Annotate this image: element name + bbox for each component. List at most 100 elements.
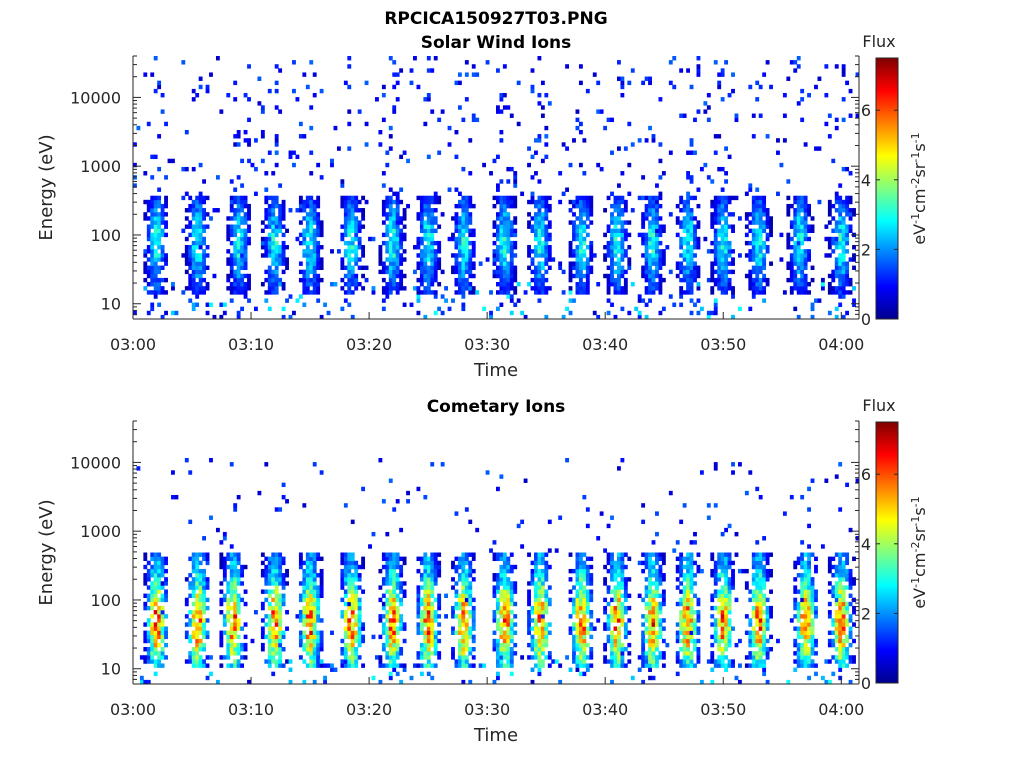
heatmap-cell: [454, 216, 459, 221]
heatmap-cell: [803, 216, 808, 221]
heatmap-cell: [191, 166, 196, 172]
heatmap-cell: [423, 651, 428, 656]
heatmap-cell: [150, 622, 155, 627]
heatmap-cell: [513, 195, 518, 201]
heatmap-cell: [620, 80, 625, 86]
heatmap-cell: [288, 314, 293, 320]
heatmap-cell: [758, 216, 763, 221]
heatmap-cell: [582, 568, 587, 574]
heatmap-cell: [499, 129, 504, 135]
heatmap-cell: [160, 647, 165, 652]
heatmap-cell: [693, 240, 697, 246]
heatmap-cell: [464, 199, 469, 205]
heatmap-cell: [153, 573, 158, 578]
heatmap-cell: [146, 282, 151, 287]
heatmap-cell: [686, 273, 690, 279]
heatmap-cell: [247, 273, 251, 279]
heatmap-cell: [312, 556, 317, 562]
heatmap-cell: [852, 253, 856, 258]
heatmap-cell: [845, 80, 850, 86]
heatmap-cell: [582, 195, 587, 201]
heatmap-cell: [610, 228, 614, 233]
heatmap-cell: [426, 610, 431, 615]
heatmap-cell: [686, 269, 690, 275]
heatmap-cell: [468, 560, 473, 566]
heatmap-cell: [160, 597, 165, 603]
heatmap-cell: [302, 573, 307, 578]
heatmap-cell: [655, 286, 659, 291]
heatmap-cell: [689, 298, 694, 303]
heatmap-cell: [430, 675, 435, 681]
heatmap-cell: [468, 614, 473, 619]
heatmap-cell: [305, 240, 310, 246]
heatmap-cell: [648, 224, 652, 229]
heatmap-cell: [267, 273, 272, 279]
heatmap-cell: [195, 199, 200, 205]
heatmap-cell: [706, 310, 711, 316]
heatmap-cell: [433, 634, 438, 640]
heatmap-cell: [350, 240, 355, 246]
heatmap-cell: [845, 269, 850, 275]
heatmap-cell: [578, 80, 583, 86]
heatmap-cell: [202, 277, 206, 283]
heatmap-cell: [468, 220, 473, 225]
heatmap-cell: [582, 212, 587, 217]
colorbar-tick-label: 6: [861, 101, 871, 120]
heatmap-cell: [617, 556, 621, 562]
heatmap-cell: [610, 618, 614, 623]
heatmap-cell: [319, 630, 324, 635]
heatmap-cell: [271, 642, 276, 648]
heatmap-cell: [426, 630, 431, 635]
heatmap-cell: [312, 642, 317, 648]
heatmap-cell: [350, 203, 355, 209]
heatmap-cell: [572, 622, 576, 627]
heatmap-cell: [309, 171, 314, 176]
heatmap-cell: [544, 634, 549, 640]
heatmap-cell: [582, 249, 587, 254]
heatmap-cell: [502, 560, 507, 566]
heatmap-cell: [776, 191, 780, 197]
heatmap-cell: [388, 560, 393, 566]
heatmap-cell: [399, 663, 404, 668]
heatmap-cell: [240, 597, 245, 603]
heatmap-cell: [281, 597, 286, 603]
heatmap-cell: [838, 253, 843, 258]
heatmap-cell: [191, 610, 196, 615]
heatmap-cell: [229, 568, 234, 574]
heatmap-cell: [464, 659, 469, 664]
heatmap-cell: [260, 253, 265, 258]
heatmap-cell: [461, 302, 466, 307]
heatmap-cell: [164, 642, 168, 648]
heatmap-cell: [236, 552, 241, 557]
heatmap-cell: [762, 212, 767, 217]
heatmap-cell: [617, 261, 621, 266]
heatmap-cell: [264, 597, 269, 603]
heatmap-cell: [247, 298, 251, 303]
heatmap-cell: [537, 614, 542, 619]
heatmap-cell: [233, 601, 238, 607]
heatmap-cell: [316, 630, 321, 635]
heatmap-cell: [520, 655, 525, 660]
heatmap-cell: [233, 597, 238, 603]
heatmap-cell: [236, 253, 241, 258]
heatmap-cell: [309, 282, 314, 287]
heatmap-cell: [540, 105, 545, 110]
heatmap-cell: [717, 265, 722, 270]
heatmap-cell: [585, 507, 590, 512]
heatmap-cell: [744, 212, 749, 217]
heatmap-cell: [451, 585, 455, 590]
heatmap-cell: [568, 298, 573, 303]
heatmap-cell: [198, 286, 203, 291]
heatmap-cell: [150, 257, 155, 262]
heatmap-cell: [423, 552, 428, 557]
heatmap-cell: [298, 261, 303, 266]
heatmap-cell: [195, 638, 200, 644]
heatmap-cell: [762, 245, 767, 250]
heatmap-cell: [613, 220, 618, 225]
heatmap-cell: [271, 203, 276, 209]
heatmap-cell: [381, 232, 386, 238]
heatmap-cell: [848, 113, 853, 118]
heatmap-cell: [585, 199, 590, 205]
heatmap-cell: [509, 113, 514, 118]
heatmap-cell: [620, 253, 625, 258]
